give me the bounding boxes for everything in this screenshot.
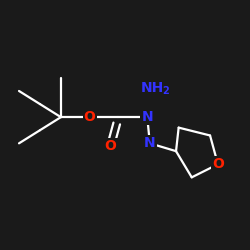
Text: O: O [84, 110, 96, 124]
Text: O: O [212, 157, 224, 171]
Text: N: N [142, 110, 153, 124]
Text: N: N [144, 136, 156, 150]
Text: 2: 2 [162, 86, 169, 96]
Text: NH: NH [141, 81, 164, 95]
Text: O: O [105, 139, 117, 153]
